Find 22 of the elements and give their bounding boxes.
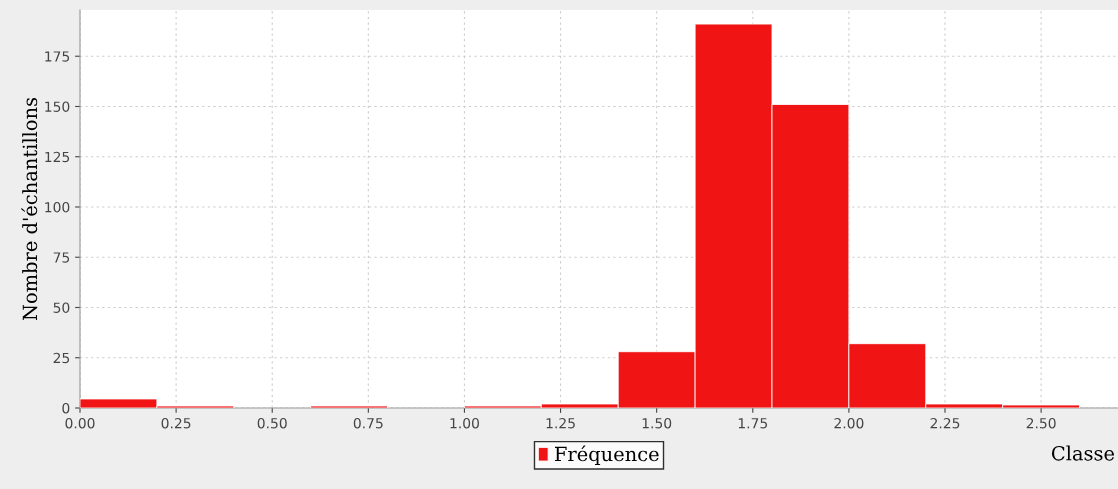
y-tick-label: 125 (45, 151, 70, 163)
x-tick-label: 1.50 (642, 417, 672, 429)
y-tick-label: 25 (53, 352, 70, 364)
y-tick-label: 100 (45, 201, 70, 213)
y-tick-label: 175 (45, 51, 70, 62)
legend-label: Fréquence (555, 445, 659, 466)
y-axis-title: Nombre d'échantillons (21, 97, 38, 321)
x-tick-label: 0.00 (65, 417, 95, 429)
y-tick-label: 0 (62, 402, 70, 414)
x-axis-title: Classe (1051, 445, 1115, 461)
x-tick-label: 2.25 (930, 417, 960, 429)
x-tick-label: 1.75 (738, 418, 768, 429)
x-tick-label: 1.00 (450, 417, 479, 429)
x-tick-label: 0.50 (257, 417, 287, 429)
x-tick-label: 2.50 (1026, 417, 1056, 429)
x-tick-label: 0.75 (353, 417, 383, 429)
y-tick-label: 75 (53, 252, 70, 263)
x-tick-label: 0.25 (161, 417, 191, 429)
x-tick-label: 2.00 (834, 417, 864, 429)
x-tick-label: 1.25 (546, 417, 575, 429)
y-tick-label: 150 (45, 101, 70, 112)
y-tick-label: 50 (53, 302, 70, 313)
